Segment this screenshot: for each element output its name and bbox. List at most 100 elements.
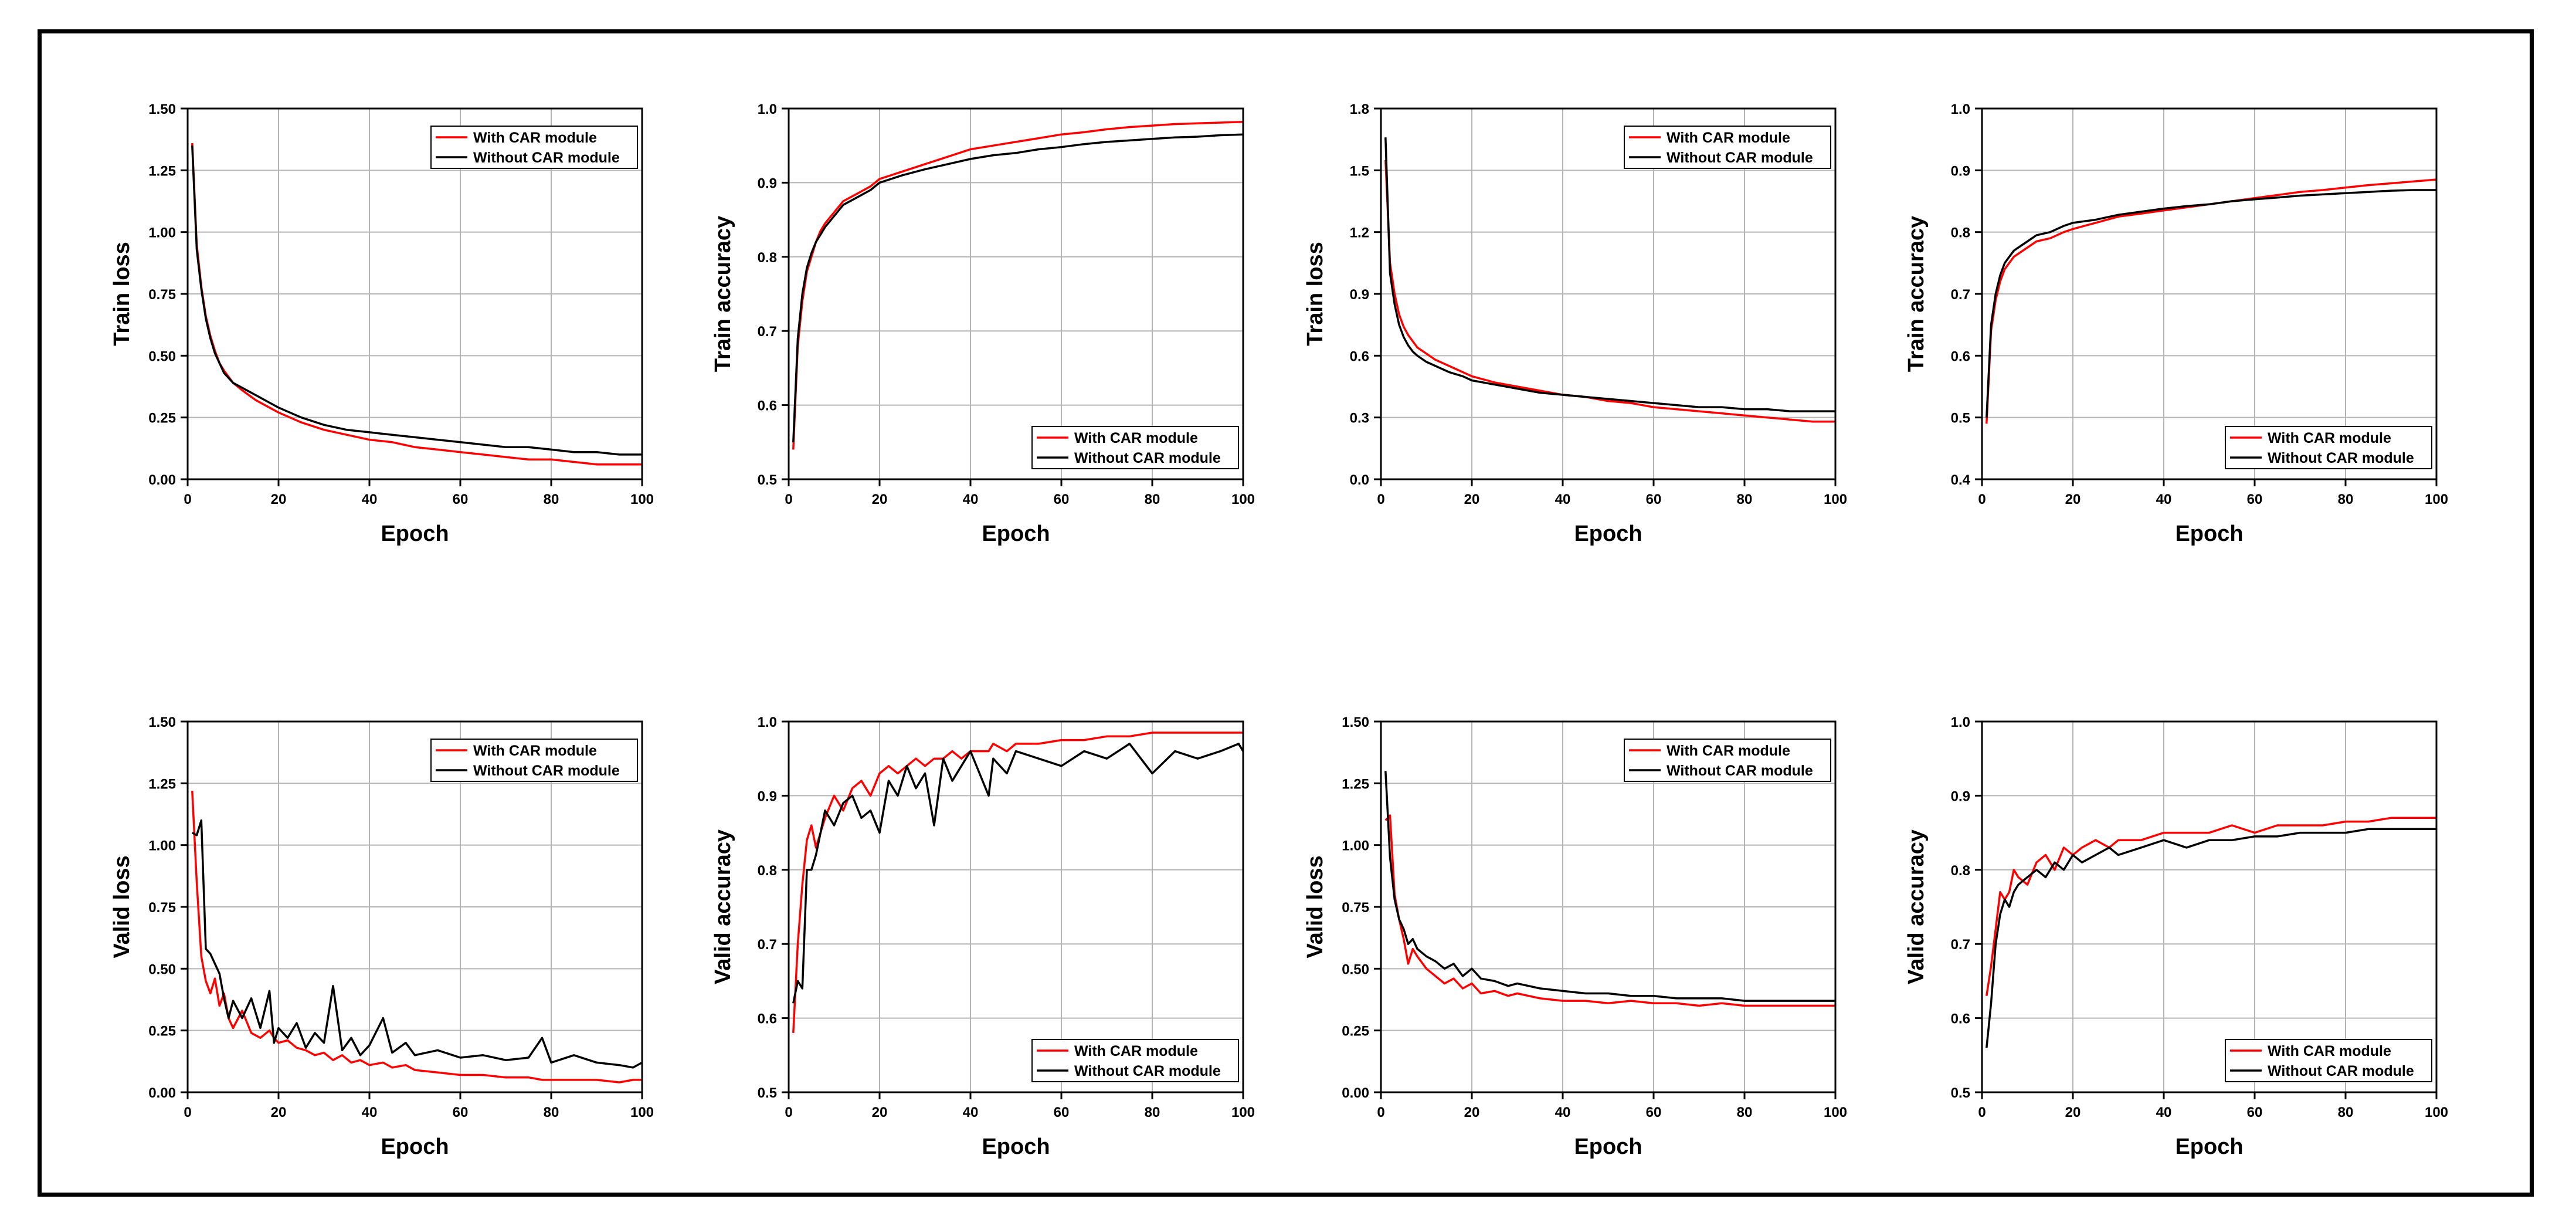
legend: With CAR module Without CAR module: [430, 126, 638, 169]
legend-label-with-car-module: With CAR module: [473, 743, 597, 759]
y-tick-label: 0.9: [1951, 788, 1970, 804]
x-tick-label: 0: [1377, 492, 1384, 507]
y-tick-label: 0.6: [758, 1011, 777, 1027]
x-tick-label: 60: [453, 492, 469, 507]
y-axis-title: Train loss: [110, 242, 134, 346]
legend-box: [1031, 426, 1239, 469]
x-tick-label: 40: [1555, 1105, 1571, 1120]
chart-4: 0 20 40 60 80 100 0.4 0.5 0.6 0.7 0.8 0.9 1.0 Epoch Tr…: [1904, 101, 2448, 546]
legend: With CAR module Without CAR module: [2225, 426, 2432, 469]
y-tick-label: 0.75: [148, 287, 176, 303]
y-tick-label: 0.7: [758, 937, 777, 953]
y-tick-label: 0.5: [758, 1085, 777, 1101]
y-tick-label: 0.9: [758, 788, 777, 804]
series-line-without-car-module: [191, 819, 643, 1069]
y-axis-title: Valid accuracy: [1904, 829, 1929, 984]
chart-8: 0 20 40 60 80 100 0.5 0.6 0.7 0.8 0.9 1.0 Epoch Valid…: [1904, 714, 2448, 1159]
x-tick-label: 20: [1464, 1105, 1480, 1120]
x-tick-label: 80: [1737, 1105, 1753, 1120]
legend-label-with-car-module: With CAR module: [1667, 130, 1790, 146]
x-tick-label: 40: [362, 492, 378, 507]
y-tick-label: 0.5: [1951, 411, 1970, 426]
x-tick-label: 100: [1231, 1105, 1255, 1120]
x-tick-label: 100: [630, 492, 654, 507]
y-tick-label: 0.25: [148, 1024, 176, 1039]
legend-label-with-car-module: With CAR module: [2268, 430, 2391, 446]
x-tick-label: 60: [2247, 492, 2263, 507]
x-tick-label: 0: [785, 1105, 792, 1120]
y-tick-label: 0.8: [758, 250, 777, 266]
y-tick-label: 0.8: [1951, 863, 1970, 879]
x-tick-label: 40: [2156, 492, 2172, 507]
y-tick-label: 1.25: [148, 776, 176, 792]
x-tick-label: 100: [630, 1105, 654, 1120]
x-axis-title: Epoch: [381, 521, 449, 546]
legend-label-with-car-module: With CAR module: [1074, 430, 1198, 446]
chart-7: 0 20 40 60 80 100 0.00 0.25 0.50 0.75 1.00 1.25 1.50…: [1303, 714, 1847, 1159]
gridlines: [788, 108, 1244, 480]
y-tick-label: 0.3: [1350, 411, 1369, 426]
y-tick-label: 0.75: [148, 900, 176, 916]
y-tick-label: 1.5: [1350, 163, 1369, 179]
y-tick-label: 0.6: [758, 398, 777, 414]
y-axis-title: Train loss: [1303, 242, 1328, 346]
x-tick-label: 100: [2425, 492, 2448, 507]
series-line-without-car-module: [191, 145, 642, 456]
legend-label-without-car-module: Without CAR module: [1074, 1063, 1221, 1079]
x-tick-label: 60: [2247, 1105, 2263, 1120]
legend-label-with-car-module: With CAR module: [1074, 1043, 1198, 1059]
y-tick-label: 1.0: [758, 714, 777, 730]
x-tick-label: 100: [1231, 492, 1255, 507]
series-line-without-car-module: [792, 133, 1244, 442]
x-tick-label: 0: [785, 492, 792, 507]
y-tick-label: 1.2: [1350, 225, 1369, 241]
series-line-without-car-module: [1384, 137, 1835, 412]
x-axis-title: Epoch: [982, 521, 1050, 546]
x-tick-label: 20: [872, 1105, 888, 1120]
y-tick-label: 0.75: [1342, 900, 1369, 916]
y-tick-label: 0.4: [1951, 472, 1971, 488]
series-line-with-car-module: [191, 790, 642, 1083]
series-line-without-car-module: [1986, 189, 2436, 418]
x-tick-label: 40: [963, 492, 979, 507]
gridlines: [1981, 721, 2437, 1093]
y-tick-label: 0.7: [1951, 937, 1970, 953]
x-tick-label: 80: [1145, 1105, 1160, 1120]
y-axis-title: Valid accuracy: [711, 829, 735, 984]
x-tick-label: 20: [2065, 1105, 2081, 1120]
x-tick-label: 0: [1978, 1105, 1986, 1120]
legend-label-without-car-module: Without CAR module: [2268, 1063, 2414, 1079]
y-tick-label: 0.0: [1350, 472, 1369, 488]
y-tick-label: 0.25: [148, 411, 176, 426]
y-tick-label: 0.25: [1342, 1024, 1369, 1039]
x-tick-label: 0: [1377, 1105, 1384, 1120]
y-tick-label: 0.50: [148, 348, 176, 364]
x-tick-label: 60: [1646, 492, 1662, 507]
y-tick-label: 0.6: [1951, 348, 1970, 364]
x-tick-label: 40: [1555, 492, 1571, 507]
y-tick-label: 1.25: [1342, 776, 1369, 792]
legend-label-without-car-module: Without CAR module: [1667, 763, 1813, 779]
x-tick-label: 80: [544, 492, 559, 507]
y-tick-label: 0.9: [1951, 163, 1970, 179]
plot-area: [788, 720, 1244, 1093]
x-tick-label: 20: [271, 492, 287, 507]
legend-label-with-car-module: With CAR module: [473, 130, 597, 146]
y-tick-label: 1.8: [1350, 101, 1369, 117]
y-tick-label: 1.00: [1342, 838, 1369, 854]
y-tick-label: 0.50: [148, 961, 176, 977]
x-tick-label: 80: [1145, 492, 1160, 507]
legend: With CAR module Without CAR module: [430, 739, 638, 782]
legend: With CAR module Without CAR module: [2225, 1039, 2432, 1082]
legend-box: [1031, 1039, 1239, 1082]
x-tick-label: 20: [271, 1105, 287, 1120]
series-line-with-car-module: [191, 143, 642, 466]
legend-box: [430, 739, 638, 782]
x-axis-title: Epoch: [2175, 521, 2243, 546]
x-tick-label: 0: [1978, 492, 1986, 507]
y-tick-label: 0.7: [758, 324, 777, 340]
x-tick-label: 60: [1054, 492, 1070, 507]
y-tick-label: 1.50: [148, 714, 176, 730]
y-axis-title: Train accuracy: [1904, 216, 1929, 372]
y-axis-title: Train accuracy: [711, 216, 735, 372]
